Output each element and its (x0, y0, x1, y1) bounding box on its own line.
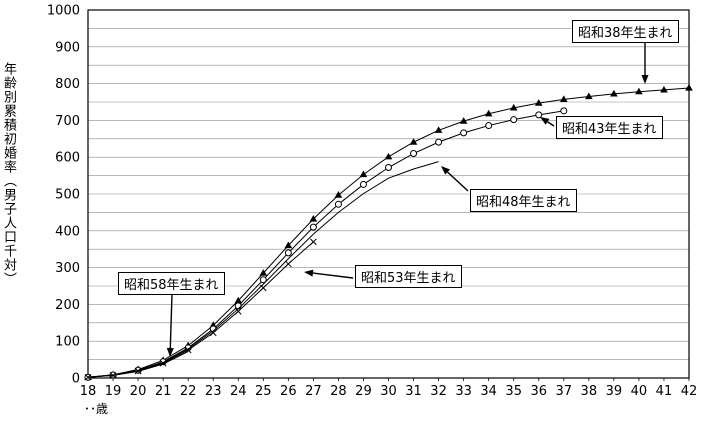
annotation-showa58: 昭和58年生まれ (118, 272, 225, 295)
svg-text:40: 40 (631, 384, 648, 399)
svg-text:27: 27 (305, 384, 322, 399)
x-axis-unit-label: ･･歳 (84, 402, 109, 416)
annotation-showa43: 昭和43年生まれ (556, 116, 663, 139)
svg-text:38: 38 (581, 384, 598, 399)
annotation-showa48: 昭和48年生まれ (470, 189, 577, 212)
svg-text:300: 300 (55, 261, 80, 276)
svg-text:100: 100 (55, 335, 80, 350)
svg-text:33: 33 (455, 384, 472, 399)
svg-text:23: 23 (205, 384, 222, 399)
svg-text:36: 36 (530, 384, 547, 399)
svg-text:29: 29 (355, 384, 372, 399)
svg-text:34: 34 (480, 384, 497, 399)
svg-text:25: 25 (255, 384, 272, 399)
svg-text:19: 19 (105, 384, 122, 399)
svg-text:37: 37 (556, 384, 573, 399)
svg-text:21: 21 (155, 384, 172, 399)
svg-text:30: 30 (380, 384, 397, 399)
svg-text:700: 700 (55, 114, 80, 129)
svg-text:42: 42 (681, 384, 698, 399)
svg-text:26: 26 (280, 384, 297, 399)
svg-text:1000: 1000 (47, 4, 80, 19)
svg-text:18: 18 (80, 384, 97, 399)
annotation-showa38: 昭和38年生まれ (572, 20, 679, 43)
svg-text:0: 0 (72, 372, 80, 387)
svg-text:39: 39 (606, 384, 623, 399)
svg-text:28: 28 (330, 384, 347, 399)
svg-text:35: 35 (505, 384, 522, 399)
svg-text:22: 22 (180, 384, 197, 399)
y-axis-title: 年齢別累積初婚率（男子人口千対） (1, 62, 16, 286)
svg-text:600: 600 (55, 151, 80, 166)
svg-text:41: 41 (656, 384, 673, 399)
svg-text:24: 24 (230, 384, 247, 399)
svg-text:20: 20 (130, 384, 147, 399)
svg-text:400: 400 (55, 224, 80, 239)
svg-text:800: 800 (55, 77, 80, 92)
svg-text:900: 900 (55, 40, 80, 55)
svg-text:31: 31 (405, 384, 422, 399)
annotation-showa53: 昭和53年生まれ (355, 265, 462, 288)
svg-text:32: 32 (430, 384, 447, 399)
svg-text:500: 500 (55, 188, 80, 203)
svg-text:200: 200 (55, 298, 80, 313)
